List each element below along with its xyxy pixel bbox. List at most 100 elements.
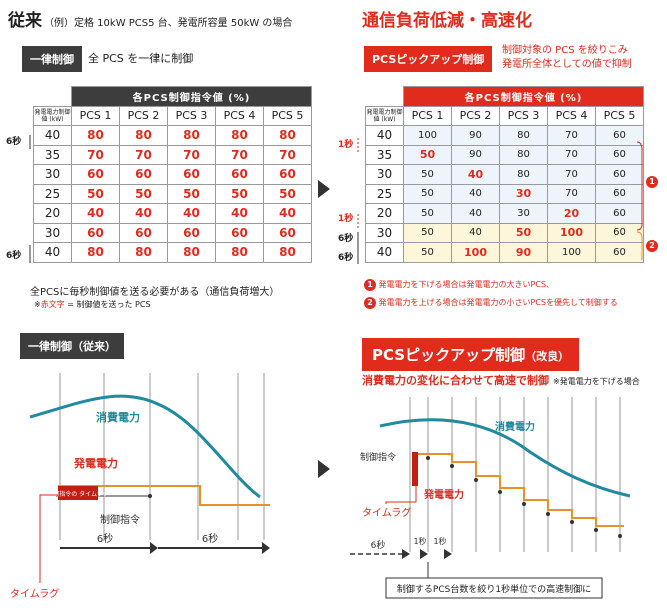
table-row: 30 50 40 50 100 60 — [365, 222, 644, 243]
right-6s-bottom: 6秒 — [338, 253, 354, 263]
command-value: 60 — [595, 222, 644, 243]
command-value: 70 — [167, 144, 216, 165]
right-note1: 1 発電電力を下げる場合は発電電力の大きいPCS、 — [364, 278, 554, 292]
column-header: PCS 5 — [263, 105, 312, 126]
column-header: PCS 3 — [499, 105, 548, 126]
command-value: 80 — [119, 242, 168, 263]
interval-6s-right: 6秒 — [371, 539, 386, 551]
command-value: 50 — [499, 222, 548, 243]
arrow-icon — [318, 180, 330, 198]
table-row: 40 50 100 90 100 60 — [365, 242, 644, 263]
command-value: 100 — [547, 242, 596, 263]
column-header: PCS 2 — [451, 105, 500, 126]
bottom-left-tag: 一律制御（従来） — [20, 333, 124, 359]
command-value: 60 — [263, 164, 312, 185]
kw-value: 20 — [33, 203, 72, 224]
command-value: 50 — [403, 242, 452, 263]
column-header: PCS 1 — [71, 105, 120, 126]
command-value: 60 — [167, 164, 216, 185]
left-command-table: 各PCS制御指令値 (%) 発電電力制御値 (kW) PCS 1 PCS 2 PCS… — [33, 86, 312, 263]
command-value: 50 — [119, 183, 168, 204]
callout-text: 制御するPCS台数を絞り1秒単位での高速制御に — [397, 583, 591, 595]
bottom-right-subtitle: 消費電力の変化に合わせて高速で制御 ※発電電力を下げる場合 — [362, 374, 640, 387]
command-value: 60 — [119, 164, 168, 185]
command-value: 50 — [403, 203, 452, 224]
kw-value: 40 — [33, 242, 72, 263]
bottom-left-diagram: 制御指令の タイムラグ 消費電力 発電電力 制御指令 6秒 6秒 タイムラグ — [10, 373, 270, 600]
table-row: 35 70 70 70 70 70 — [33, 144, 312, 165]
right-6s-top: 6秒 — [338, 234, 354, 244]
left-tag-desc: 全 PCS を一律に制御 — [88, 52, 194, 65]
command-value: 40 — [71, 203, 120, 224]
command-value: 30 — [499, 203, 548, 224]
command-value: 70 — [215, 144, 264, 165]
command-value: 70 — [547, 183, 596, 204]
consumption-label-right: 消費電力 — [495, 420, 535, 433]
left-6s-bottom: 6秒 — [6, 251, 22, 261]
command-dots — [426, 456, 622, 538]
consumption-curve-right — [379, 418, 631, 498]
kw-value: 25 — [33, 183, 72, 204]
kw-value: 40 — [365, 125, 404, 146]
command-value: 50 — [167, 183, 216, 204]
timelag-label: タイムラグ — [10, 587, 59, 600]
table-row: 25 50 40 30 70 60 — [365, 183, 644, 204]
interval-1s-b: 1秒 — [433, 536, 446, 546]
command-value: 80 — [263, 242, 312, 263]
command-value: 70 — [547, 125, 596, 146]
left-note1: 全PCSに毎秒制御値を送る必要がある（通信負荷増大） — [30, 287, 280, 298]
right-1s-top: 1秒 — [338, 140, 354, 150]
command-value: 40 — [451, 164, 500, 185]
table-row: 40 80 80 80 80 80 — [33, 242, 312, 263]
arrow-icon-2 — [318, 460, 330, 478]
right-note2: 2 発電電力を上げる場合は発電電力の小さいPCSを優先して制御する — [364, 296, 618, 310]
right-row-label: 発電電力制御値 (kW) — [365, 105, 404, 126]
left-subtitle: （例）定格 10kW PCS5 台、発電所容量 50kW の場合 — [44, 18, 293, 29]
command-value: 60 — [595, 164, 644, 185]
command-value: 60 — [595, 144, 644, 165]
command-value: 40 — [167, 203, 216, 224]
right-table-header: 各PCS制御指令値 (%) — [403, 86, 644, 107]
kw-value: 30 — [33, 222, 72, 243]
right-table-wrap: 各PCS制御指令値 (%) 発電電力制御値 (kW) PCS 1 PCS 2 PCS… — [365, 86, 644, 263]
command-value: 90 — [451, 144, 500, 165]
command-value: 80 — [167, 125, 216, 146]
left-row-label: 発電電力制御値 (kW) — [33, 105, 72, 126]
command-value: 60 — [119, 222, 168, 243]
kw-value: 30 — [365, 222, 404, 243]
command-value: 50 — [215, 183, 264, 204]
timelag-marker — [412, 452, 418, 486]
command-value: 70 — [71, 144, 120, 165]
command-value: 100 — [547, 222, 596, 243]
command-value: 80 — [71, 125, 120, 146]
command-label-right: 制御指令 — [360, 451, 396, 463]
command-value: 80 — [215, 242, 264, 263]
left-note2: ※赤文字 = 制御値を送った PCS — [34, 300, 151, 309]
command-value: 80 — [499, 144, 548, 165]
command-value: 100 — [403, 125, 452, 146]
left-title: 従来 （例）定格 10kW PCS5 台、発電所容量 50kW の場合 — [8, 11, 293, 31]
right-title: 通信負荷低減・高速化 — [362, 11, 532, 31]
interval-6s-1: 6秒 — [97, 532, 113, 545]
right-tag-desc: 制御対象の PCS を絞りこみ 発電所全体としての値で抑制 — [502, 45, 632, 70]
generation-line — [58, 485, 270, 506]
command-value: 80 — [119, 125, 168, 146]
command-value: 30 — [499, 183, 548, 204]
timelag-label-right: タイムラグ — [362, 506, 411, 519]
command-value: 90 — [499, 242, 548, 263]
right-group-brace — [636, 141, 643, 260]
table-row: 30 50 40 80 70 60 — [365, 164, 644, 185]
command-value: 50 — [403, 144, 452, 165]
consumption-curve — [29, 394, 261, 499]
command-value: 80 — [263, 125, 312, 146]
command-value: 70 — [263, 144, 312, 165]
command-value: 100 — [451, 242, 500, 263]
bottom-right-tag: PCSピックアップ制御（改良） — [362, 338, 580, 371]
command-value: 60 — [167, 222, 216, 243]
command-value: 70 — [119, 144, 168, 165]
table-row: 40 80 80 80 80 80 — [33, 125, 312, 146]
command-value: 50 — [263, 183, 312, 204]
interval-1s-a: 1秒 — [413, 536, 426, 546]
table-row: 40 100 90 80 70 60 — [365, 125, 644, 146]
command-value: 80 — [71, 242, 120, 263]
